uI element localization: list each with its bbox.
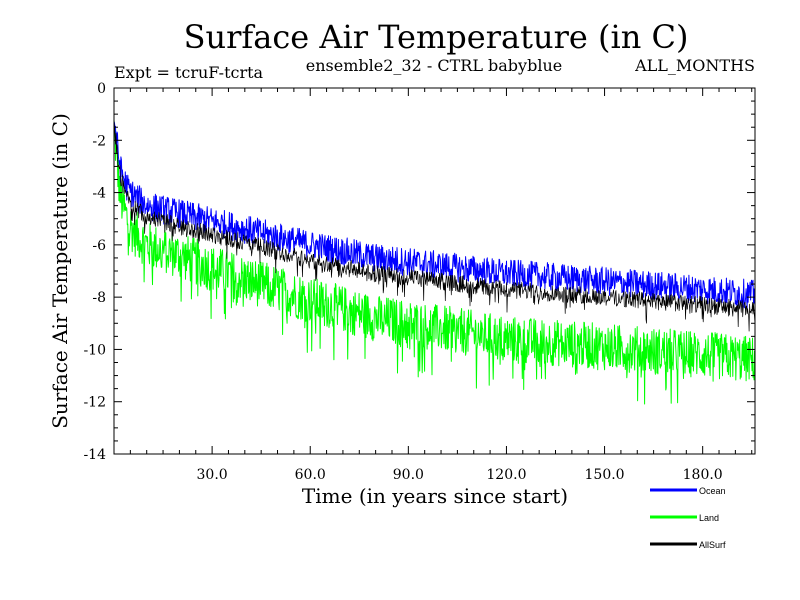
plot-frame: [113, 87, 756, 455]
y-tick-label: -6: [92, 238, 106, 254]
x-tick-label: 90.0: [393, 467, 424, 483]
y-axis-label: Surface Air Temperature (in C): [48, 113, 72, 429]
y-tick-label: -2: [92, 133, 106, 149]
months-label: ALL_MONTHS: [634, 56, 755, 75]
legend: Ocean Land AllSurf: [650, 486, 726, 550]
x-tick-label: 180.0: [683, 467, 723, 483]
series-group: [113, 119, 756, 405]
x-tick-label: 120.0: [486, 467, 526, 483]
chart-subtitle: ensemble2_32 - CTRL babyblue: [306, 56, 562, 75]
x-tick-label: 60.0: [295, 467, 326, 483]
chart-title: Surface Air Temperature (in C): [184, 18, 689, 56]
y-tick-label: -4: [92, 186, 106, 202]
x-tick-label: 30.0: [197, 467, 228, 483]
y-tick-label: 0: [97, 81, 106, 97]
series-line-land: [113, 119, 756, 405]
series-line-allsurf: [113, 120, 756, 332]
y-tick-label: -8: [92, 290, 106, 306]
legend-label-ocean: Ocean: [699, 486, 726, 496]
legend-label-allsurf: AllSurf: [699, 540, 726, 550]
x-axis-label: Time (in years since start): [302, 484, 568, 508]
legend-label-land: Land: [699, 513, 719, 523]
series-line-ocean: [113, 121, 756, 309]
expt-label: Expt = tcruF-tcrta: [114, 63, 264, 82]
y-tick-label: -12: [83, 395, 106, 411]
axis-group: 0 -2 -4 -6 -8 -10 -12 -14 30.0 60.0 90.0 120.0 150.0…: [83, 81, 755, 483]
y-tick-label: -14: [83, 447, 106, 463]
y-tick-label: -10: [83, 342, 106, 358]
x-tick-label: 150.0: [585, 467, 625, 483]
